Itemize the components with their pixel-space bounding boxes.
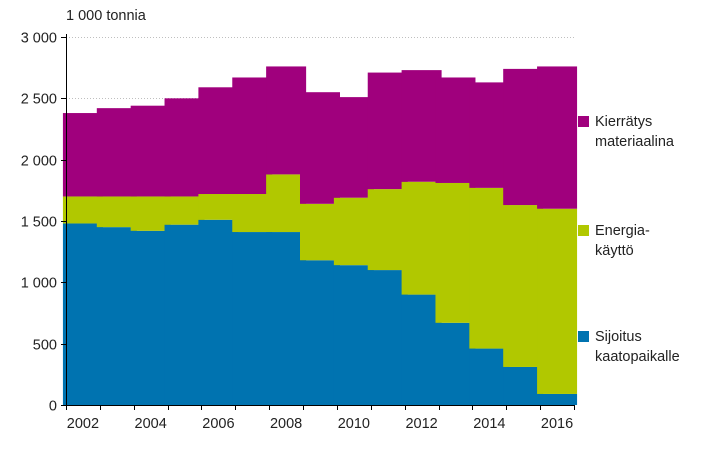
y-tick-label-500: 500 [33,338,57,354]
y-tick-label-2000: 2 000 [21,154,57,170]
bar-2008-series-0 [266,232,307,405]
bar-2015-series-0 [503,366,544,405]
x-tick-label-2006: 2006 [202,416,234,432]
bar-2007-series-0 [232,232,273,405]
bar-2006-series-2 [198,87,239,195]
bar-2012-series-0 [401,294,442,405]
bar-2007-series-1 [232,194,273,233]
bar-2003-series-1 [96,196,137,228]
bar-2013-series-2 [435,77,476,183]
x-tick-label-2012: 2012 [405,416,437,432]
y-tick-label-1000: 1 000 [21,276,57,292]
x-tick-label-2002: 2002 [67,416,99,432]
unit-label: 1 000 tonnia [66,8,146,24]
y-axis: 0 500 1 000 1 500 2 000 2 500 3 000 [21,31,67,415]
bar-2014-series-0 [469,348,510,405]
legend-label-recycling: Kierrätys materiaalina [595,114,674,150]
bar-2008-series-2 [266,66,307,175]
bar-2007-series-2 [232,77,273,195]
x-tick-label-2008: 2008 [270,416,302,432]
bar-2013-series-0 [435,322,476,405]
bar-2016-series-2 [537,66,578,209]
bar-2005-series-1 [164,196,205,225]
bar-2015-series-1 [503,205,544,367]
legend-swatch-energy [578,225,589,236]
x-tick-label-2014: 2014 [473,416,505,432]
legend-item-recycling: Kierrätys materiaalina [578,112,674,152]
bar-2010-series-2 [333,97,374,198]
bar-2004-series-2 [130,105,171,197]
bar-2012-series-1 [401,181,442,295]
bar-2002-series-2 [62,113,103,197]
legend-swatch-landfill [578,331,589,342]
bar-2011-series-1 [367,189,408,271]
legend: Kierrätys materiaalina Energia- käyttö S… [578,0,705,452]
bar-2013-series-1 [435,182,476,323]
bar-2010-series-0 [333,265,374,405]
bar-2015-series-2 [503,68,544,206]
y-tick-label-3000: 3 000 [21,31,57,47]
legend-label-landfill: Sijoitus kaatopaikalle [595,329,680,365]
bar-2002-series-0 [62,223,103,405]
bar-2011-series-0 [367,270,408,405]
bar-2004-series-0 [130,230,171,405]
y-tick-label-0: 0 [49,399,57,415]
legend-item-energy: Energia- käyttö [578,221,650,261]
bar-2016-series-0 [537,393,578,405]
legend-label-energy: Energia- käyttö [595,223,650,259]
bar-2003-series-2 [96,108,137,197]
bar-2009-series-0 [300,260,340,405]
bar-2004-series-1 [130,196,171,231]
legend-item-landfill: Sijoitus kaatopaikalle [578,327,680,367]
bar-2008-series-1 [266,174,307,233]
bar-2014-series-2 [469,82,510,188]
x-tick-label-2004: 2004 [135,416,167,432]
x-tick-label-2010: 2010 [338,416,370,432]
bar-2006-series-1 [198,194,239,220]
x-tick-label-2016: 2016 [541,416,573,432]
x-axis: 2002 2004 2006 2008 2010 2012 2014 2016 [66,405,575,432]
bar-2016-series-1 [537,208,578,394]
bar-2003-series-0 [96,227,137,405]
bar-2014-series-1 [469,187,510,349]
bar-2005-series-2 [164,98,205,197]
legend-swatch-recycling [578,116,589,127]
bar-2009-series-1 [300,203,340,261]
bars [62,66,578,405]
bar-2012-series-2 [401,70,442,182]
bar-2005-series-0 [164,224,205,405]
bar-2006-series-0 [198,219,239,405]
bar-2010-series-1 [333,197,374,266]
bar-2002-series-1 [62,196,103,224]
bar-2009-series-2 [300,92,340,204]
y-tick-label-2500: 2 500 [21,92,57,108]
bar-2011-series-2 [367,72,408,190]
y-tick-label-1500: 1 500 [21,215,57,231]
